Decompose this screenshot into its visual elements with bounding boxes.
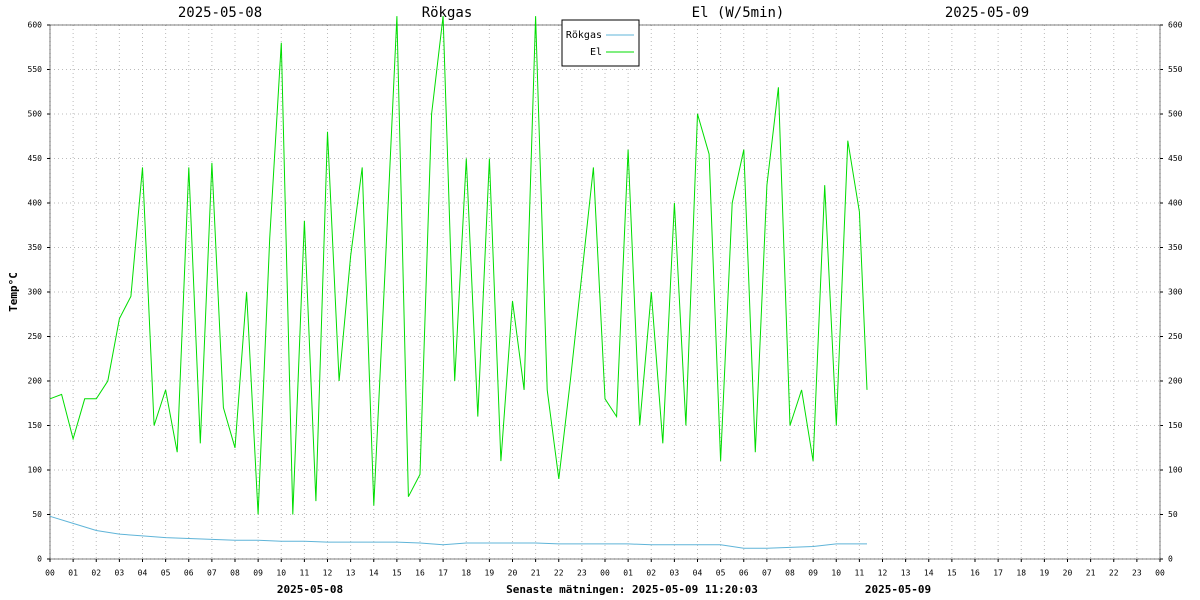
x-tick-label: 11 bbox=[855, 569, 865, 578]
x-tick-label: 00 bbox=[45, 569, 55, 578]
series-line bbox=[49, 16, 868, 515]
y-tick-label: 200 bbox=[28, 377, 43, 386]
x-tick-label: 06 bbox=[184, 569, 194, 578]
y-tick-label: 400 bbox=[28, 199, 43, 208]
x-tick-label: 17 bbox=[993, 569, 1003, 578]
legend-label: El bbox=[590, 47, 602, 58]
x-tick-label: 09 bbox=[253, 569, 263, 578]
x-tick-label: 02 bbox=[646, 569, 656, 578]
y2-tick-label: 500 bbox=[1168, 110, 1183, 119]
x-tick-label: 14 bbox=[924, 569, 934, 578]
x-tick-label: 21 bbox=[1086, 569, 1096, 578]
y2-tick-label: 600 bbox=[1168, 21, 1183, 30]
x-tick-label: 03 bbox=[115, 569, 125, 578]
x-tick-label: 18 bbox=[461, 569, 471, 578]
legend-box bbox=[561, 19, 640, 67]
y-tick-label: 350 bbox=[28, 243, 43, 252]
x-tick-label: 16 bbox=[970, 569, 980, 578]
x-tick-label: 16 bbox=[415, 569, 425, 578]
x-tick-label: 22 bbox=[1109, 569, 1119, 578]
top-date: 2025-05-09 bbox=[945, 5, 1029, 21]
y-tick-label: 150 bbox=[28, 421, 43, 430]
x-tick-label: 08 bbox=[785, 569, 795, 578]
x-tick-label: 06 bbox=[739, 569, 749, 578]
y-tick-label: 550 bbox=[28, 65, 43, 74]
x-tick-label: 08 bbox=[230, 569, 240, 578]
series-line bbox=[49, 515, 867, 549]
y2-tick-label: 50 bbox=[1168, 510, 1178, 519]
x-tick-label: 12 bbox=[323, 569, 333, 578]
x-tick-label: 01 bbox=[68, 569, 78, 578]
x-tick-label: 04 bbox=[693, 569, 703, 578]
y-axis-label: Temp°C bbox=[7, 272, 20, 312]
y2-tick-label: 0 bbox=[1168, 555, 1173, 564]
y2-tick-label: 200 bbox=[1168, 377, 1183, 386]
y-tick-label: 250 bbox=[28, 332, 43, 341]
top-date: 2025-05-08 bbox=[178, 5, 262, 21]
y-tick-label: 450 bbox=[28, 154, 43, 163]
x-tick-label: 17 bbox=[438, 569, 448, 578]
x-tick-label: 23 bbox=[1132, 569, 1142, 578]
y-tick-label: 600 bbox=[28, 21, 43, 30]
y2-tick-label: 300 bbox=[1168, 288, 1183, 297]
y2-tick-label: 350 bbox=[1168, 243, 1183, 252]
y-tick-label: 100 bbox=[28, 466, 43, 475]
y-tick-label: 300 bbox=[28, 288, 43, 297]
x-tick-label: 22 bbox=[554, 569, 564, 578]
legend-label: Rökgas bbox=[566, 30, 602, 41]
x-tick-label: 15 bbox=[392, 569, 402, 578]
top-title: Rökgas bbox=[422, 5, 473, 21]
footer-date: 2025-05-09 bbox=[865, 583, 931, 596]
x-tick-label: 12 bbox=[878, 569, 888, 578]
x-tick-label: 20 bbox=[1063, 569, 1073, 578]
y2-tick-label: 250 bbox=[1168, 332, 1183, 341]
x-tick-label: 21 bbox=[531, 569, 541, 578]
x-tick-label: 19 bbox=[1040, 569, 1050, 578]
top-title: El (W/5min) bbox=[692, 5, 785, 21]
y-tick-label: 50 bbox=[32, 510, 42, 519]
x-tick-label: 13 bbox=[901, 569, 911, 578]
y2-tick-label: 550 bbox=[1168, 65, 1183, 74]
x-tick-label: 23 bbox=[577, 569, 587, 578]
x-tick-label: 11 bbox=[300, 569, 310, 578]
x-tick-label: 02 bbox=[91, 569, 101, 578]
footer-date: 2025-05-08 bbox=[277, 583, 343, 596]
x-tick-label: 05 bbox=[161, 569, 171, 578]
x-tick-label: 03 bbox=[670, 569, 680, 578]
x-tick-label: 18 bbox=[1016, 569, 1026, 578]
x-tick-label: 07 bbox=[207, 569, 217, 578]
x-tick-label: 14 bbox=[369, 569, 379, 578]
footer-text: Senaste mätningen: 2025-05-09 11:20:03 bbox=[506, 583, 758, 596]
x-tick-label: 00 bbox=[600, 569, 610, 578]
x-tick-label: 04 bbox=[138, 569, 148, 578]
x-tick-label: 10 bbox=[831, 569, 841, 578]
y2-tick-label: 150 bbox=[1168, 421, 1183, 430]
x-tick-label: 19 bbox=[485, 569, 495, 578]
x-tick-label: 00 bbox=[1155, 569, 1165, 578]
x-tick-label: 01 bbox=[623, 569, 633, 578]
x-tick-label: 13 bbox=[346, 569, 356, 578]
x-tick-label: 05 bbox=[716, 569, 726, 578]
y2-tick-label: 450 bbox=[1168, 154, 1183, 163]
x-tick-label: 10 bbox=[276, 569, 286, 578]
x-tick-label: 09 bbox=[808, 569, 818, 578]
x-tick-label: 07 bbox=[762, 569, 772, 578]
y-tick-label: 0 bbox=[37, 555, 42, 564]
y-tick-label: 500 bbox=[28, 110, 43, 119]
y2-tick-label: 100 bbox=[1168, 466, 1183, 475]
y2-tick-label: 400 bbox=[1168, 199, 1183, 208]
x-tick-label: 20 bbox=[508, 569, 518, 578]
x-tick-label: 15 bbox=[947, 569, 957, 578]
